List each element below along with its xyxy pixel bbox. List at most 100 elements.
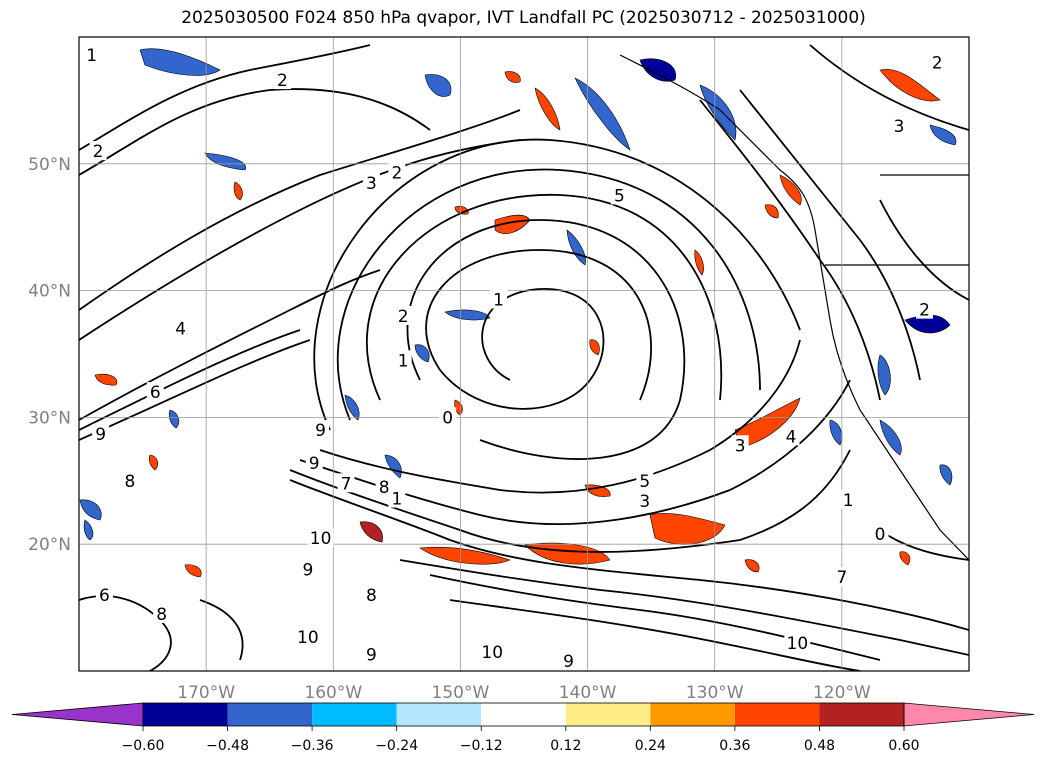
contour-label: 3 — [639, 492, 650, 512]
colorbar-bin — [481, 703, 566, 726]
contour-label: 1 — [493, 290, 504, 310]
contour-label-bg — [312, 420, 330, 440]
contour-label-bg — [890, 115, 908, 135]
longitude-labels: 170°W 160°W 150°W 140°W 130°W 120°W — [177, 683, 871, 703]
colorbar-bin — [396, 703, 482, 726]
colorbar-bin — [734, 703, 820, 726]
contour-label-bg — [273, 70, 291, 90]
contour-label: 9 — [366, 646, 377, 666]
contour-label-bg — [307, 527, 334, 547]
colorbar-tick-label: −0.60 — [122, 738, 165, 754]
colorbar-tick-label: −0.24 — [375, 738, 418, 754]
contour-label-bg — [362, 172, 380, 192]
contour-label-bg — [92, 423, 110, 443]
contour-label-bg — [839, 489, 857, 509]
lat-label: 50°N — [28, 155, 71, 175]
colorbar-bin — [819, 703, 904, 726]
contour-label-bg — [95, 584, 113, 604]
contour-label-bg — [394, 305, 412, 325]
contour-label: 10 — [297, 628, 319, 648]
contour-label: 10 — [310, 529, 332, 549]
colorbar-tick-label: 0.48 — [804, 738, 835, 754]
contour-label-bg — [146, 382, 164, 402]
contour-label-bg — [833, 567, 851, 587]
contour-label: 8 — [124, 472, 135, 492]
contour-label: 1 — [391, 490, 402, 510]
colorbar-tick-label: 0.12 — [550, 738, 581, 754]
contour-label: 8 — [156, 605, 167, 625]
contour-label-bg — [782, 426, 800, 446]
contour-label: 3 — [366, 174, 377, 194]
colorbar-tick-label: 0.36 — [719, 738, 750, 754]
contour-label: 5 — [614, 187, 625, 207]
contour-label-bg — [388, 488, 406, 508]
colorbar-bin — [565, 703, 651, 726]
colorbar-tick-label: 0.60 — [888, 738, 919, 754]
contour-label: 1 — [398, 351, 409, 371]
contour-label-bg — [337, 473, 355, 493]
contour-label: 9 — [95, 425, 106, 445]
colorbar-bin — [143, 703, 228, 726]
contour-label-bg — [610, 185, 628, 205]
contour-label-bg — [916, 299, 933, 319]
contour-label: 5 — [639, 472, 650, 492]
contour-label: 7 — [341, 474, 352, 494]
contour-label: 10 — [787, 634, 809, 654]
contour-label: 9 — [315, 421, 326, 441]
contour-label: 9 — [309, 454, 320, 474]
colorbar-tick-label: −0.12 — [460, 738, 503, 754]
lon-label: 120°W — [813, 683, 871, 703]
lon-label: 150°W — [432, 683, 490, 703]
lon-label: 160°W — [304, 683, 362, 703]
graticule — [79, 37, 969, 671]
colorbar-extend-max — [903, 702, 1035, 727]
contour-label-bg — [153, 603, 171, 623]
contour-label: 2 — [93, 142, 104, 162]
contour-label: 3 — [735, 436, 746, 456]
colorbar-tick-label: 0.24 — [635, 738, 666, 754]
contour-label: 2 — [932, 53, 943, 73]
contour-label: 2 — [391, 164, 402, 184]
colorbar-tick-label: −0.48 — [206, 738, 249, 754]
colorbar-bin — [650, 703, 735, 726]
contour-label-bg — [294, 626, 321, 646]
contour-label-bg — [731, 435, 749, 455]
contour-label-bg — [560, 650, 577, 670]
contour-label-bg — [388, 162, 406, 182]
contour-label: 0 — [442, 408, 453, 428]
contour-label: 3 — [894, 117, 905, 137]
shaded-anomaly-patches — [79, 48, 957, 578]
contour-label-bg — [636, 491, 654, 511]
contour-label-bg — [394, 350, 412, 370]
contour-label: 7 — [836, 568, 847, 588]
contour-label-bg — [89, 141, 107, 161]
contour-label: 10 — [481, 643, 503, 663]
contour-label-bg — [439, 407, 457, 427]
contour-label-bg — [305, 453, 323, 473]
lat-label: 30°N — [28, 408, 71, 428]
contour-label-bg — [490, 289, 508, 309]
contour-label-bg — [362, 584, 380, 604]
contour-label: 2 — [398, 307, 409, 327]
lon-label: 140°W — [559, 683, 617, 703]
colorbar-frame — [142, 702, 905, 727]
contour-label-bg — [784, 633, 811, 653]
contour-label-bg — [83, 44, 101, 64]
contour-label: 4 — [175, 320, 186, 340]
contour-label: 2 — [919, 301, 930, 321]
contour-label-bg — [172, 318, 190, 338]
contour-label: 9 — [302, 561, 313, 581]
lat-label: 40°N — [28, 282, 71, 302]
contour-label: 8 — [366, 586, 377, 606]
contour-label: 6 — [150, 383, 161, 403]
contour-label: 6 — [99, 586, 110, 606]
map-title: 2025030500 F024 850 hPa qvapor, IVT Land… — [181, 8, 866, 28]
contour-label: 0 — [875, 525, 886, 545]
lon-label: 130°W — [686, 683, 744, 703]
contour-label-bg — [121, 470, 139, 490]
contour-label-bg — [362, 644, 380, 664]
contour-label: 8 — [379, 478, 390, 498]
contour-label: 4 — [786, 427, 797, 447]
